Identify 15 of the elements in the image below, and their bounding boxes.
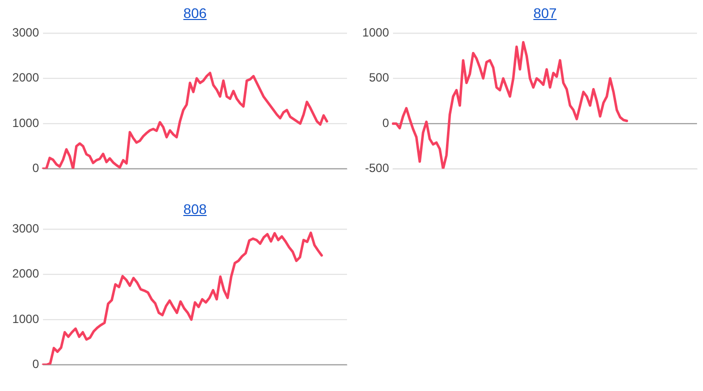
y-tick-label: 3000 xyxy=(12,222,40,236)
y-tick-label: 2000 xyxy=(12,266,40,281)
y-tick-label: 500 xyxy=(368,70,390,85)
y-tick-label: 1000 xyxy=(12,312,40,326)
y-tick-label: 1000 xyxy=(12,116,40,130)
chart-title: 808 xyxy=(182,201,208,217)
chart-title: 806 xyxy=(182,5,208,21)
y-tick-label: 3000 xyxy=(12,26,40,40)
y-tick-label: 0 xyxy=(382,116,390,130)
y-tick-label: 0 xyxy=(32,357,40,372)
y-tick-label: 1000 xyxy=(362,26,390,40)
y-tick-label: 2000 xyxy=(12,70,40,85)
y-tick-label: -500 xyxy=(364,161,390,176)
chart-title: 807 xyxy=(532,5,558,21)
y-tick-label: 0 xyxy=(32,161,40,176)
